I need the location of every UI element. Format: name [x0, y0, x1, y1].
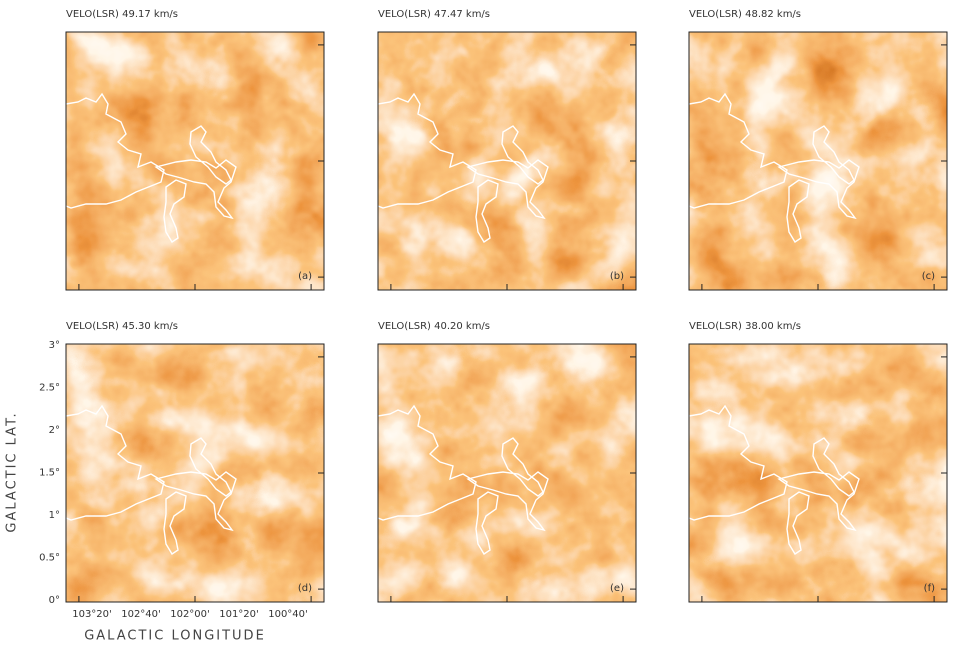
x-tick-label: 103°20' [72, 609, 112, 620]
y-axis-title: GALACTIC LAT. [5, 411, 20, 532]
panel-title: VELO(LSR) 47.47 km/s [378, 9, 490, 20]
panel: VELO(LSR) 48.82 km/s (c) [688, 9, 948, 291]
y-tick-label: 1.5° [39, 468, 60, 479]
panel-label: (c) [922, 271, 935, 282]
x-axis-title: GALACTIC LONGITUDE [84, 629, 266, 644]
panel: VELO(LSR) 45.30 km/s (d) [65, 321, 325, 603]
panel: VELO(LSR) 38.00 km/s (f) [688, 321, 948, 603]
y-tick-label: 2° [49, 425, 60, 436]
panel-label: (d) [298, 583, 312, 594]
panel-title: VELO(LSR) 48.82 km/s [689, 9, 801, 20]
panel: VELO(LSR) 40.20 km/s (e) [377, 321, 637, 603]
x-tick-label: 102°00' [170, 609, 210, 620]
panel-title: VELO(LSR) 49.17 km/s [66, 9, 178, 20]
panel-label: (e) [610, 583, 624, 594]
panel-title: VELO(LSR) 45.30 km/s [66, 321, 178, 332]
panel: VELO(LSR) 47.47 km/s (b) [377, 9, 637, 291]
y-tick-label: 3° [49, 340, 60, 351]
panel-label: (a) [298, 271, 312, 282]
panel-title: VELO(LSR) 40.20 km/s [378, 321, 490, 332]
y-tick-label: 2.5° [39, 383, 60, 394]
panel-label: (b) [610, 271, 624, 282]
panel: VELO(LSR) 49.17 km/s (a) [65, 9, 325, 291]
y-tick-label: 0.5° [39, 553, 60, 564]
panels: VELO(LSR) 49.17 km/s (a) VELO(LSR) 47.47 k… [65, 9, 948, 603]
x-tick-label: 100°40' [268, 609, 308, 620]
y-tick-label: 0° [49, 595, 60, 606]
panel-title: VELO(LSR) 38.00 km/s [689, 321, 801, 332]
y-tick-label: 1° [49, 510, 60, 521]
x-tick-label: 102°40' [121, 609, 161, 620]
x-tick-label: 101°20' [219, 609, 259, 620]
panel-label: (f) [924, 583, 935, 594]
